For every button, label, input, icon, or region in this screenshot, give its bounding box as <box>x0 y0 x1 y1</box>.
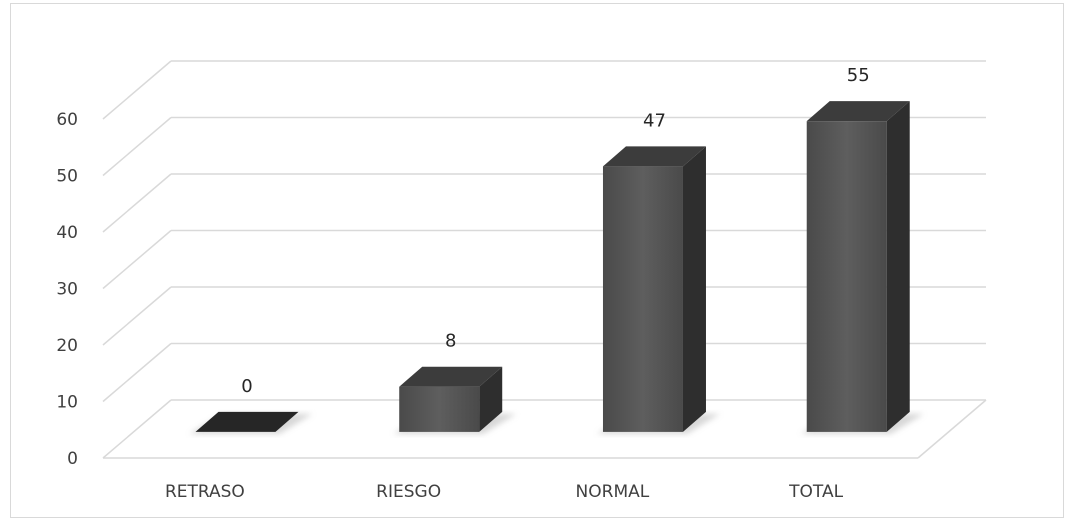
y-tick-label: 0 <box>67 449 78 469</box>
y-axis-ticks: 0 10 20 30 40 50 60 <box>56 110 78 469</box>
gridline-side <box>102 229 172 290</box>
x-category-label: TOTAL <box>788 482 843 502</box>
bar <box>399 366 503 432</box>
data-label: 55 <box>847 65 870 86</box>
gridline-side <box>102 60 172 120</box>
bar <box>602 146 706 432</box>
gridline-side <box>102 116 172 177</box>
gridline-side <box>102 342 172 403</box>
bar-front <box>602 166 683 432</box>
bar-side <box>886 101 910 432</box>
x-axis-categories: RETRASO RIESGO NORMAL TOTAL <box>165 482 844 502</box>
data-labels: 0 8 47 55 <box>241 65 869 397</box>
bar-top <box>399 366 503 387</box>
y-tick-label: 50 <box>56 167 78 187</box>
y-tick-label: 30 <box>56 280 78 300</box>
bar-front <box>399 386 480 432</box>
y-tick-label: 40 <box>56 223 78 243</box>
bar-side <box>479 366 503 432</box>
y-tick-label: 60 <box>56 110 78 130</box>
data-label: 47 <box>643 110 666 131</box>
x-category-label: RIESGO <box>376 482 441 502</box>
gridline-side <box>102 286 172 346</box>
gridline-side <box>102 173 172 233</box>
x-category-label: NORMAL <box>576 482 650 502</box>
bars <box>195 101 910 432</box>
y-tick-label: 10 <box>56 393 78 413</box>
bar-top <box>602 146 706 167</box>
bar-front <box>806 121 887 432</box>
bar-top <box>806 101 910 122</box>
bar <box>195 411 299 432</box>
x-category-label: RETRASO <box>165 482 245 502</box>
y-tick-label: 20 <box>56 336 78 356</box>
data-label: 8 <box>445 331 456 352</box>
gridline-side <box>102 399 172 459</box>
bar-side <box>682 146 706 432</box>
floor-right-edge <box>917 399 987 459</box>
bar <box>806 101 910 432</box>
data-label: 0 <box>241 376 252 397</box>
bar-top <box>195 411 299 432</box>
